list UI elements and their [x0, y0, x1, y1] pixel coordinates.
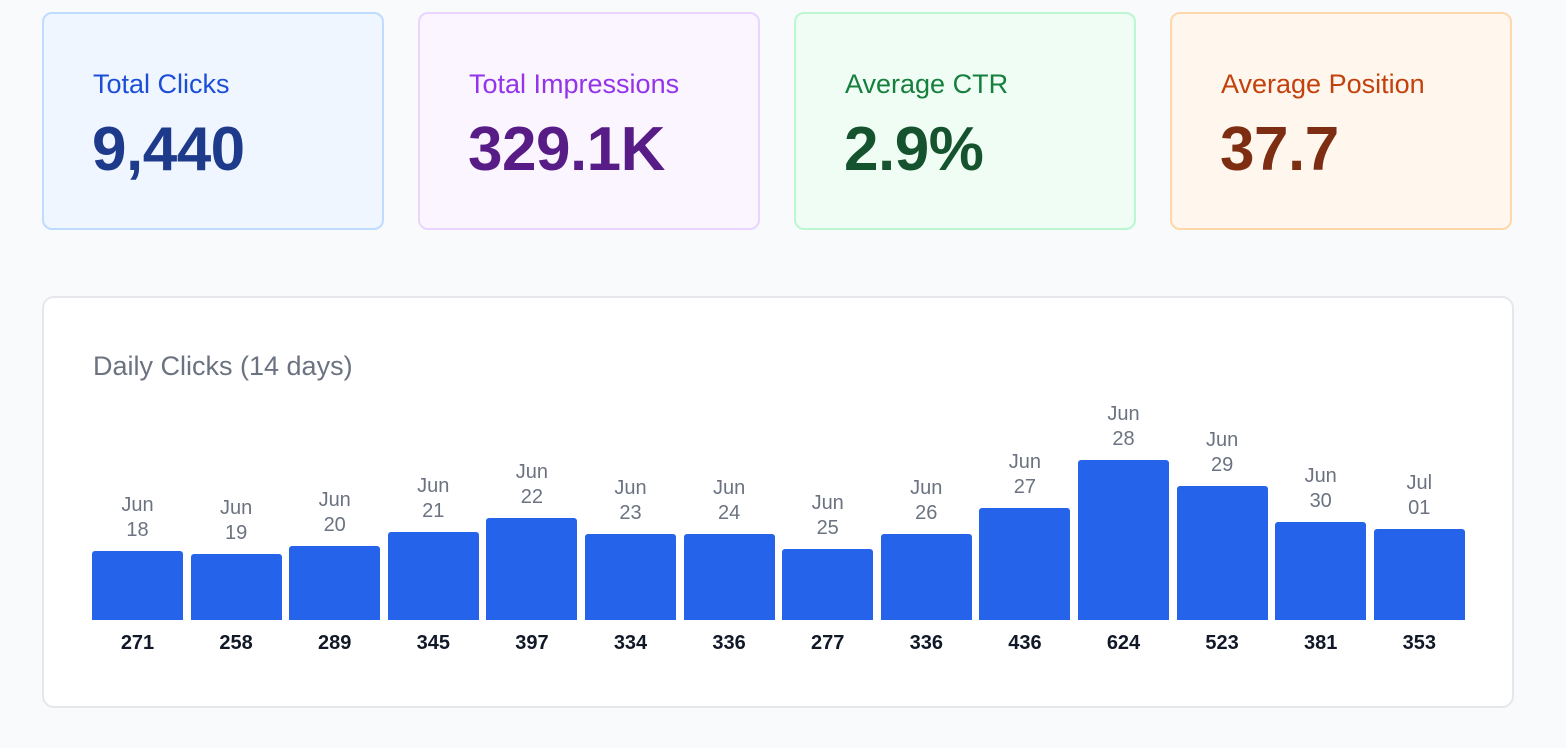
- bar-value-label: 353: [1402, 632, 1436, 654]
- average-ctr-card: Average CTR 2.9%: [794, 12, 1136, 230]
- bar-12[interactable]: [1176, 485, 1268, 620]
- bar-date-label: Jun 24: [712, 476, 746, 524]
- bar-value-label: 336: [909, 632, 943, 654]
- bar-date-label: Jun 27: [1008, 451, 1042, 499]
- bar-3[interactable]: [289, 545, 381, 620]
- total-clicks-label: Total Clicks: [93, 69, 230, 99]
- average-position-label: Average Position: [1221, 69, 1425, 99]
- bar-date-label: Jun 25: [811, 491, 844, 539]
- bar-9[interactable]: [880, 533, 972, 620]
- bar-value-label: 624: [1106, 632, 1141, 654]
- average-position-value: 37.7: [1220, 115, 1339, 184]
- chart-title: Daily Clicks (14 days): [93, 351, 353, 381]
- total-clicks-card: Total Clicks 9,440: [42, 12, 384, 230]
- bar-date-label: Jun 28: [1107, 403, 1140, 450]
- bar-value-label: 345: [416, 632, 450, 654]
- average-position-card: Average Position 37.7: [1170, 12, 1512, 230]
- bar-8[interactable]: [782, 548, 874, 620]
- average-ctr-value: 2.9%: [844, 115, 984, 184]
- bar-date-label: Jun 22: [515, 461, 549, 509]
- bar-value-label: 436: [1008, 632, 1042, 654]
- bar-5[interactable]: [486, 518, 578, 620]
- total-impressions-label: Total Impressions: [469, 69, 680, 99]
- bar-date-label: Jun 21: [417, 474, 450, 522]
- bar-date-label: Jun 23: [614, 477, 647, 525]
- average-ctr-label: Average CTR: [845, 69, 1009, 99]
- bar-value-label: 397: [515, 632, 549, 654]
- bar-11[interactable]: [1078, 460, 1169, 620]
- total-impressions-value: 329.1K: [468, 115, 665, 184]
- bar-date-label: Jun 20: [318, 488, 351, 536]
- bar-6[interactable]: [585, 534, 676, 620]
- bar-date-label: Jun 29: [1205, 428, 1239, 476]
- bar-value-label: 334: [613, 632, 648, 654]
- bar-value-label: 381: [1304, 632, 1338, 654]
- bar-date-label: Jun 18: [121, 493, 154, 541]
- bar-13[interactable]: [1275, 522, 1367, 620]
- bar-value-label: 271: [120, 632, 155, 654]
- bar-2[interactable]: [190, 553, 282, 620]
- bar-7[interactable]: [683, 533, 775, 620]
- total-impressions-card: Total Impressions 329.1K: [418, 12, 760, 230]
- bar-value-label: 277: [811, 632, 845, 654]
- bar-date-label: Jun 26: [910, 476, 943, 524]
- bar-value-label: 258: [219, 632, 253, 654]
- bar-4[interactable]: [387, 531, 479, 620]
- bar-value-label: 289: [318, 632, 352, 654]
- bar-value-label: 523: [1205, 632, 1239, 654]
- bar-14[interactable]: [1373, 529, 1465, 620]
- bar-1[interactable]: [92, 550, 183, 620]
- bar-date-label: Jun 19: [219, 496, 253, 544]
- bar-date-label: Jun 30: [1304, 465, 1337, 513]
- bar-10[interactable]: [979, 508, 1071, 620]
- daily-clicks-bar-chart: Jun 18 271 Jun 19 258 Jun 20 289 Jun 21 345 Jun 22 397…: [44, 298, 1512, 706]
- bar-value-label: 336: [712, 632, 746, 654]
- bar-date-label: Jul 01: [1406, 472, 1433, 520]
- total-clicks-value: 9,440: [92, 115, 245, 184]
- daily-clicks-chart-panel: Daily Clicks (14 days) Jun 18 271 Jun 19 258 J…: [42, 296, 1514, 708]
